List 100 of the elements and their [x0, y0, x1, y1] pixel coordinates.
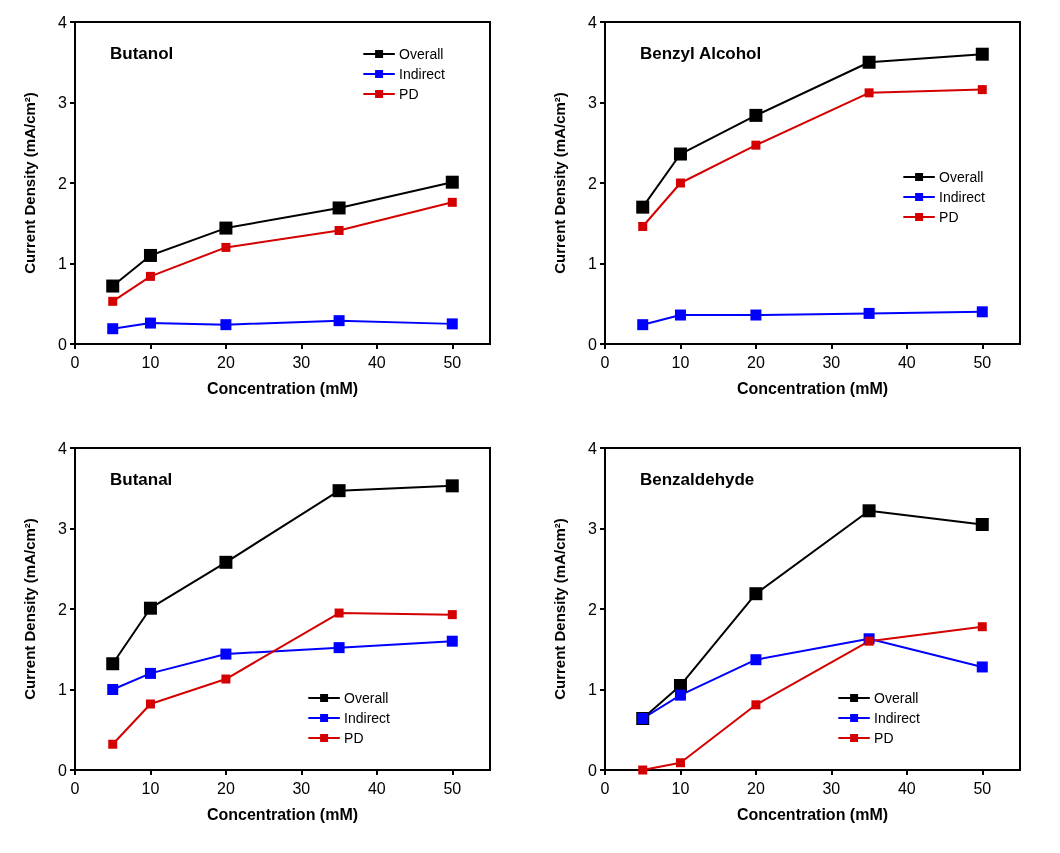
point — [106, 657, 120, 671]
x-tick-label: 50 — [443, 779, 462, 797]
point — [145, 271, 155, 281]
x-tick-label: 10 — [671, 779, 690, 797]
point — [750, 654, 762, 666]
y-tick-label: 1 — [58, 681, 68, 698]
y-tick-label: 2 — [588, 174, 598, 192]
point — [675, 758, 685, 768]
point — [975, 517, 989, 531]
legend-label: Overall — [939, 169, 984, 185]
point — [445, 479, 459, 493]
point — [144, 667, 156, 679]
y-tick-label: 4 — [588, 13, 598, 31]
point — [673, 147, 687, 161]
x-tick-label: 50 — [973, 353, 992, 371]
point — [107, 684, 119, 695]
point — [638, 221, 648, 231]
legend-label: Indirect — [939, 189, 986, 205]
point — [220, 648, 232, 660]
text: Butanol — [110, 44, 174, 63]
point — [862, 55, 876, 69]
point — [975, 47, 989, 61]
legend-label: Indirect — [399, 66, 446, 82]
x-tick-label: 0 — [600, 779, 610, 797]
x-tick-label: 10 — [141, 779, 160, 797]
point — [636, 200, 650, 214]
y-tick-label: 3 — [588, 94, 598, 111]
y-tick-label: 0 — [588, 761, 598, 779]
point — [977, 85, 987, 95]
x-tick-label: 20 — [747, 353, 765, 371]
legend-label: PD — [399, 86, 419, 102]
y-tick-label: 4 — [58, 439, 68, 457]
point — [862, 504, 876, 518]
y-tick-label: 3 — [58, 94, 68, 111]
x-tick-label: 30 — [822, 353, 841, 371]
y-tick-label: 2 — [58, 600, 68, 618]
point — [220, 319, 232, 331]
text: Butanal — [110, 470, 173, 489]
x-tick-label: 50 — [973, 779, 992, 797]
legend-label: Indirect — [344, 710, 391, 726]
point — [750, 309, 762, 321]
point — [107, 323, 119, 335]
point — [864, 88, 874, 98]
text: Benzaldehyde — [640, 470, 755, 489]
point — [332, 484, 346, 498]
point — [219, 555, 233, 569]
point — [333, 642, 345, 654]
y-tick-label: 1 — [588, 681, 598, 698]
x-tick-label: 30 — [822, 779, 841, 797]
y-axis-title: Current Density (mA/cm²) — [21, 518, 38, 700]
y-tick-label: 0 — [58, 335, 68, 353]
point — [108, 739, 118, 749]
x-tick-label: 0 — [600, 353, 610, 371]
legend-label: Overall — [874, 690, 919, 706]
point — [145, 699, 155, 709]
point — [751, 140, 761, 150]
point — [334, 608, 344, 618]
point — [863, 307, 875, 319]
point — [446, 635, 458, 647]
point — [674, 309, 686, 321]
y-axis-title: Current Density (mA/cm²) — [551, 92, 568, 274]
x-tick-label: 40 — [367, 353, 386, 371]
point — [219, 221, 233, 235]
point — [977, 622, 987, 632]
y-tick-label: 0 — [588, 335, 598, 353]
y-tick-label: 3 — [588, 520, 598, 537]
x-tick-label: 10 — [141, 353, 160, 371]
y-tick-label: 4 — [58, 13, 68, 31]
x-tick-label: 40 — [897, 779, 916, 797]
point — [976, 661, 988, 673]
x-tick-label: 10 — [671, 353, 690, 371]
point — [447, 610, 457, 620]
point — [332, 201, 346, 215]
point — [221, 674, 231, 684]
x-tick-label: 0 — [70, 779, 80, 797]
y-tick-label: 2 — [588, 600, 598, 618]
y-tick-label: 4 — [588, 439, 598, 457]
point — [637, 319, 649, 331]
point — [143, 601, 157, 615]
point — [976, 306, 988, 318]
x-axis-title: Concentration (mM) — [736, 805, 889, 823]
legend-label: Indirect — [874, 710, 921, 726]
point — [446, 318, 458, 330]
point — [675, 178, 685, 188]
x-tick-label: 30 — [292, 779, 311, 797]
point — [447, 197, 457, 207]
x-tick-label: 20 — [747, 779, 765, 797]
legend-label: PD — [874, 730, 894, 746]
point — [445, 175, 459, 189]
x-tick-label: 0 — [70, 353, 80, 371]
y-axis-title: Current Density (mA/cm²) — [21, 92, 38, 274]
point — [751, 700, 761, 710]
x-tick-label: 40 — [897, 353, 916, 371]
x-axis-title: Concentration (mM) — [736, 379, 889, 397]
point — [108, 296, 118, 306]
legend-label: Overall — [344, 690, 389, 706]
point — [334, 225, 344, 235]
point — [106, 279, 120, 293]
point — [749, 587, 763, 601]
y-axis-title: Current Density (mA/cm²) — [551, 518, 568, 700]
